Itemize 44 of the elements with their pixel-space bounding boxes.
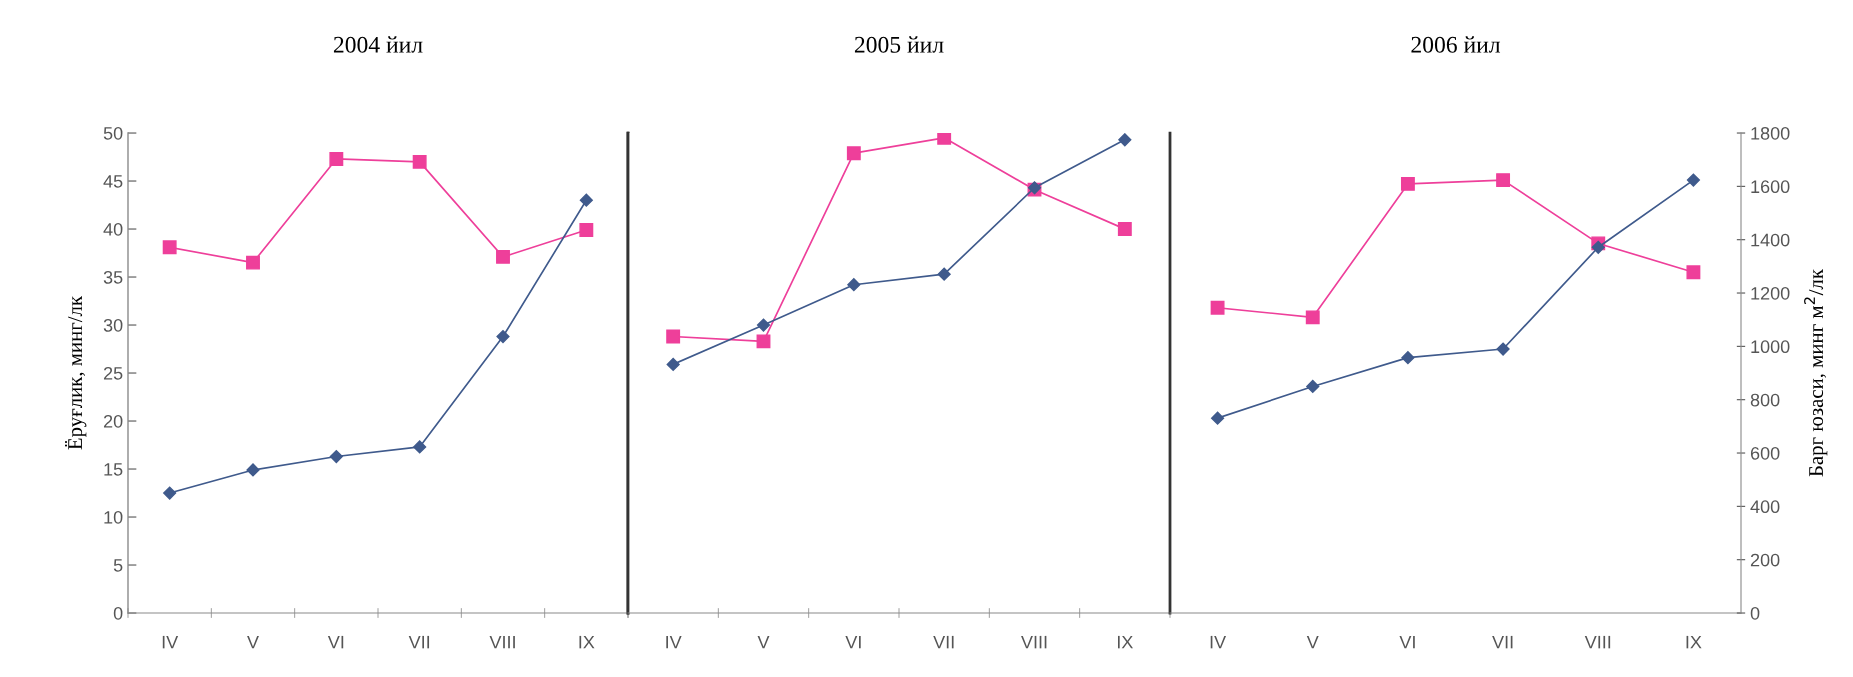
- y2-tick-label: 600: [1750, 446, 1780, 460]
- x-tick-label: IX: [1117, 635, 1133, 649]
- x-tick-label: IV: [666, 635, 682, 649]
- y2-tick-label: 800: [1750, 393, 1780, 407]
- y2-tick-label: 200: [1750, 553, 1780, 567]
- y2-tick-label: 1000: [1751, 340, 1790, 354]
- y-tick-label: 25: [103, 366, 123, 380]
- y-tick-label: 15: [104, 463, 123, 476]
- y-tick-label: 0: [113, 606, 123, 620]
- y2-tick-label: 1800: [1751, 126, 1790, 140]
- x-tick-label: VI: [845, 635, 861, 649]
- x-tick-label: VIII: [1584, 635, 1611, 649]
- x-tick-label: IV: [1210, 635, 1227, 649]
- x-tick-label: IX: [579, 635, 595, 649]
- y-tick-label: 50: [103, 126, 123, 140]
- x-tick-label: IX: [1686, 635, 1702, 649]
- y2-tick-label: 400: [1750, 500, 1780, 514]
- x-tick-label: VII: [933, 635, 954, 649]
- x-tick-label: VII: [1492, 635, 1513, 649]
- x-tick-label: IV: [162, 635, 179, 649]
- x-tick-label: V: [247, 635, 259, 649]
- y-axis-title: Ёруғлик, минг/лк: [64, 295, 87, 450]
- y-tick-label: 35: [103, 270, 123, 284]
- y2-axis-title: Барг юзаси, минг м$^{2}$/лк: [1804, 269, 1828, 477]
- x-tick-label: VI: [1399, 635, 1415, 649]
- x-tick-label: VIII: [489, 635, 515, 649]
- y-tick-label: 5: [113, 559, 123, 572]
- y2-tick-label: 1400: [1751, 233, 1790, 247]
- x-tick-label: V: [757, 635, 770, 649]
- x-tick-label: VII: [408, 635, 430, 649]
- y2-tick-label: 1600: [1751, 180, 1790, 194]
- chart-title: 2006 йил: [1411, 36, 1501, 53]
- y2-tick-label: 0: [1750, 606, 1760, 620]
- x-tick-label: VI: [327, 635, 344, 649]
- y-tick-label: 45: [103, 175, 123, 188]
- y-tick-label: 30: [103, 318, 123, 332]
- chart-title: 2004 йил: [333, 36, 423, 53]
- y-tick-label: 10: [104, 510, 123, 524]
- chart-title: 2005 йил: [854, 36, 944, 53]
- y-tick-label: 20: [103, 414, 123, 428]
- y-tick-label: 40: [103, 222, 123, 236]
- y2-tick-label: 1200: [1751, 286, 1790, 300]
- x-tick-label: VIII: [1021, 635, 1047, 649]
- x-tick-label: V: [1306, 635, 1319, 649]
